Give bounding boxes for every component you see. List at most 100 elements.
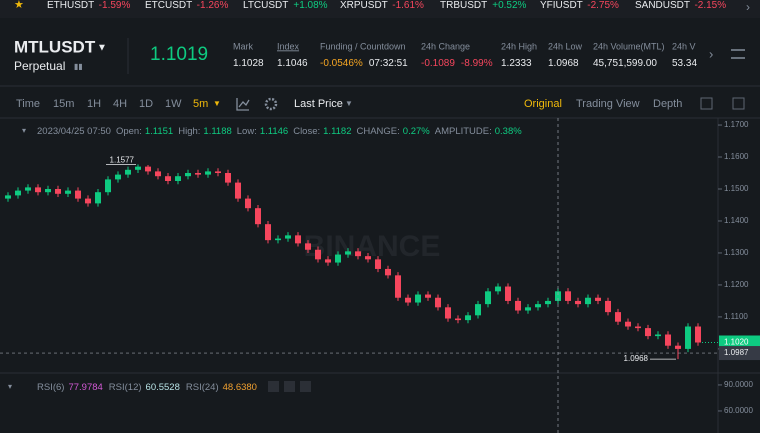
layout-icon[interactable] xyxy=(732,97,745,110)
stat-value: -0.0546% 07:32:51 xyxy=(320,58,408,69)
crosshair-tag-label: 1.0987 xyxy=(724,348,749,357)
price-tick-label: 1.1400 xyxy=(724,216,749,225)
view-tab[interactable]: Depth xyxy=(653,98,682,110)
rsi-tick-label: 60.0000 xyxy=(724,406,753,415)
interval-button[interactable]: 1H xyxy=(87,98,101,110)
watermark: BINANCE xyxy=(304,230,441,263)
stat-value-part: 1.1028 xyxy=(233,58,264,69)
stat-label: Funding / Countdown xyxy=(320,41,406,51)
fullscreen-icon[interactable] xyxy=(700,97,713,110)
candle-body xyxy=(235,182,241,199)
price-source-dropdown[interactable]: ▼ xyxy=(345,99,353,108)
candle-body xyxy=(325,259,331,263)
interval-button[interactable]: 5m xyxy=(193,98,208,110)
last-price-tag-label: 1.1020 xyxy=(724,338,749,347)
rsi-tool-button[interactable] xyxy=(268,381,279,392)
ohlc-info: 2023/04/25 07:50 Open: 1.1151 High: 1.1188 Lo… xyxy=(37,126,522,137)
high-marker-label: 1.1577 xyxy=(110,155,135,164)
rsi-tool-button[interactable] xyxy=(284,381,295,392)
collapse-arrow[interactable]: ▾ xyxy=(22,126,26,135)
settings-gear[interactable] xyxy=(264,97,278,111)
interval-dropdown[interactable]: ▼ xyxy=(213,99,221,108)
candle-body xyxy=(285,235,291,239)
candle-body xyxy=(695,326,701,343)
ticker-scroll[interactable]: › xyxy=(746,0,750,14)
info-label: Low: xyxy=(237,126,257,137)
candle-body xyxy=(595,297,601,301)
candle-body xyxy=(555,291,561,301)
candle-body xyxy=(385,268,391,276)
candle-body xyxy=(95,192,101,204)
ticker-item[interactable]: ETHUSDT -1.59% xyxy=(47,0,130,11)
price-tick-label: 1.1600 xyxy=(724,152,749,161)
stat-value-part: -8.99% xyxy=(461,58,493,69)
symbol: MTLUSDT xyxy=(14,37,96,56)
contract-type: Perpetual xyxy=(14,59,65,73)
candle-body xyxy=(35,187,41,193)
candle-body xyxy=(475,304,481,316)
stat-value: 1.1028 xyxy=(233,58,264,69)
candle-body xyxy=(675,345,681,349)
interval-button[interactable]: 4H xyxy=(113,98,127,110)
settings-icon[interactable] xyxy=(731,49,745,59)
stat-value-part: 1.0968 xyxy=(548,58,579,69)
ticker-item[interactable]: TRBUSDT +0.52% xyxy=(440,0,527,11)
interval-button[interactable]: 1D xyxy=(139,98,153,110)
candle-body xyxy=(565,291,571,301)
candle-body xyxy=(515,300,521,311)
stat-value-part: 07:32:51 xyxy=(369,58,408,69)
symbol-dropdown[interactable]: ▼ xyxy=(97,43,107,54)
stat-label: 24h V xyxy=(672,41,696,51)
interval-button[interactable]: 1W xyxy=(165,98,182,110)
scroll-right[interactable]: › xyxy=(709,46,713,61)
ticker-item[interactable]: SANDUSDT -2.15% xyxy=(635,0,726,11)
info-value: 0.38% xyxy=(495,126,522,137)
contract-icon: ▮▮ xyxy=(74,62,83,71)
candle-body xyxy=(185,173,191,177)
candle-body xyxy=(635,326,641,329)
ticker-item[interactable]: YFIUSDT -2.75% xyxy=(540,0,619,11)
info-value: 1.1151 xyxy=(145,126,173,137)
candle-body xyxy=(505,286,511,301)
candle-body xyxy=(405,297,411,303)
interval-button[interactable]: 15m xyxy=(53,98,74,110)
ticker-item[interactable]: XRPUSDT -1.61% xyxy=(340,0,424,11)
candle-body xyxy=(585,297,591,305)
interval-button[interactable]: Time xyxy=(16,98,40,110)
ticker-item[interactable]: LTCUSDT +1.08% xyxy=(243,0,328,11)
stat-label: Index xyxy=(277,41,300,51)
price-source[interactable]: Last Price xyxy=(294,98,343,110)
stat-value-part: 45,751,599.00 xyxy=(593,58,657,69)
candle-body xyxy=(685,326,691,349)
icon-line xyxy=(238,99,250,108)
ticker-item[interactable]: ETCUSDT -1.26% xyxy=(145,0,228,11)
candle-body xyxy=(415,294,421,303)
candle-body xyxy=(315,249,321,260)
info-time: 2023/04/25 07:50 xyxy=(37,126,111,137)
candle-body xyxy=(485,291,491,305)
candle-body xyxy=(345,251,351,255)
collapse-arrow[interactable]: ▾ xyxy=(8,382,12,391)
candle-body xyxy=(295,235,301,244)
stat-value: 45,751,599.00 xyxy=(593,58,657,69)
ticker-symbol: TRBUSDT xyxy=(440,0,487,11)
last-price: 1.1019 xyxy=(150,44,208,65)
stat-value: 1.1046 xyxy=(277,58,308,69)
info-value: 0.27% xyxy=(403,126,430,137)
info-label: CHANGE: xyxy=(357,126,400,137)
candle-body xyxy=(65,190,71,194)
candle-body xyxy=(85,198,91,204)
ticker-bar xyxy=(0,0,760,18)
favorite-star[interactable]: ★ xyxy=(14,0,24,11)
chart-type-icon[interactable] xyxy=(236,98,250,111)
stat-value-part: 1.2333 xyxy=(501,58,532,69)
view-tab[interactable]: Original xyxy=(524,98,562,110)
view-tab[interactable]: Trading View xyxy=(576,98,640,110)
candle-body xyxy=(655,334,661,337)
candle-body xyxy=(175,176,181,181)
candle-body xyxy=(615,312,621,322)
rsi-tool-button[interactable] xyxy=(300,381,311,392)
